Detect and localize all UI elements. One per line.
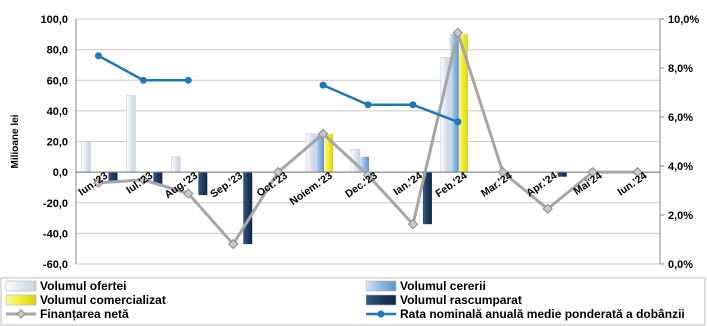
bar	[126, 95, 136, 173]
y-tick-label: -40,0	[43, 228, 68, 240]
x-tick-label: Oct.'23	[255, 170, 290, 200]
y-tick-label: 20,0	[47, 137, 68, 149]
y-tick-label: 100,0	[40, 14, 68, 26]
x-tick-label: Feb.'24	[433, 170, 469, 200]
bar	[243, 172, 253, 245]
y2-tick-label: 6,0%	[668, 112, 693, 124]
x-tick-label: Mai'24	[571, 170, 604, 198]
y-axis-title: Milioane lei	[10, 114, 21, 168]
y2-tick-label: 2,0%	[668, 210, 693, 222]
x-tick-label: Iun.'23	[76, 170, 110, 199]
net-financing-line	[98, 27, 638, 247]
y2-tick-label: 10,0%	[668, 14, 699, 26]
net-financing-point	[228, 238, 239, 250]
legend-swatch	[5, 280, 37, 292]
rate-point	[139, 76, 147, 84]
legend-swatch	[365, 280, 397, 292]
rate-line	[322, 84, 459, 124]
bars	[81, 34, 567, 245]
net-financing-point	[497, 166, 508, 178]
net-financing-point	[138, 174, 149, 185]
gridlines	[76, 18, 660, 265]
rate-line	[97, 54, 189, 82]
bar	[458, 34, 468, 173]
y-tick-label: 0,0	[53, 167, 68, 179]
legend-marker	[377, 310, 385, 318]
bar	[198, 172, 208, 196]
legend-label: Volumul rascumparat	[400, 293, 522, 307]
rate-point	[319, 81, 327, 89]
bar	[422, 172, 432, 225]
y2-tick-label: 0,0%	[668, 259, 693, 271]
y-tick-label: -60,0	[43, 259, 68, 271]
legend-marker	[16, 309, 26, 319]
legend: Volumul ofertei Volumul cererii Volumul co…	[0, 277, 706, 326]
bar	[557, 172, 567, 177]
x-tick-label: Noiem.'23	[288, 170, 335, 208]
net-financing-point	[632, 166, 643, 178]
rate-point	[409, 101, 417, 109]
net-financing-point	[317, 128, 329, 140]
bar	[81, 141, 91, 173]
bar	[324, 133, 334, 173]
y-tick-label: -20,0	[43, 198, 68, 210]
y-tick-label: 40,0	[47, 106, 68, 118]
bar	[108, 172, 118, 183]
net-financing-point	[272, 166, 284, 178]
x-tick-label: Aug.'23	[162, 170, 200, 201]
net-financing-point	[362, 169, 374, 181]
bar	[153, 172, 163, 185]
legend-swatch	[5, 294, 37, 306]
x-tick-label: Dec.'23	[343, 170, 380, 201]
series-lines	[93, 27, 643, 250]
bar	[171, 156, 181, 173]
legend-label: Volumul cererii	[400, 279, 486, 293]
x-tick-label: Mar.'24	[479, 170, 515, 200]
y-tick-label: 80,0	[47, 45, 68, 57]
y2-tick-label: 4,0%	[668, 161, 693, 173]
bar	[449, 34, 459, 173]
bar	[315, 133, 325, 173]
bar	[305, 133, 316, 173]
net-financing-point	[452, 27, 464, 38]
y2-tick-label: 8,0%	[668, 63, 693, 75]
net-financing-point	[542, 203, 553, 215]
x-tick-label: Apr.'24	[524, 170, 559, 200]
legend-label: Volumul comercializat	[40, 293, 166, 307]
x-tick-label: Iun.'24	[615, 170, 649, 199]
net-financing-point	[93, 177, 104, 189]
legend-label: Finanțarea netă	[40, 307, 129, 321]
x-tick-label: Sep.'23	[208, 170, 245, 201]
axis-labels: -60,0 -40,0 -20,0 0,0 20,0 40,0 60,0 80,0 100,0 0…	[10, 14, 699, 271]
net-financing-point	[587, 166, 598, 178]
rate-point	[184, 76, 192, 84]
rate-point	[454, 118, 462, 126]
legend-box	[0, 277, 706, 326]
rate-point	[364, 101, 372, 109]
net-financing-point	[183, 188, 194, 199]
net-financing-point	[407, 218, 419, 230]
rate-point	[94, 52, 102, 60]
legend-label: Volumul ofertei	[40, 279, 126, 293]
legend-swatch	[365, 294, 397, 306]
bar	[360, 156, 369, 173]
y-tick-label: 60,0	[47, 75, 68, 87]
legend-label: Rata nominală anuală medie ponderată a d…	[400, 307, 685, 321]
